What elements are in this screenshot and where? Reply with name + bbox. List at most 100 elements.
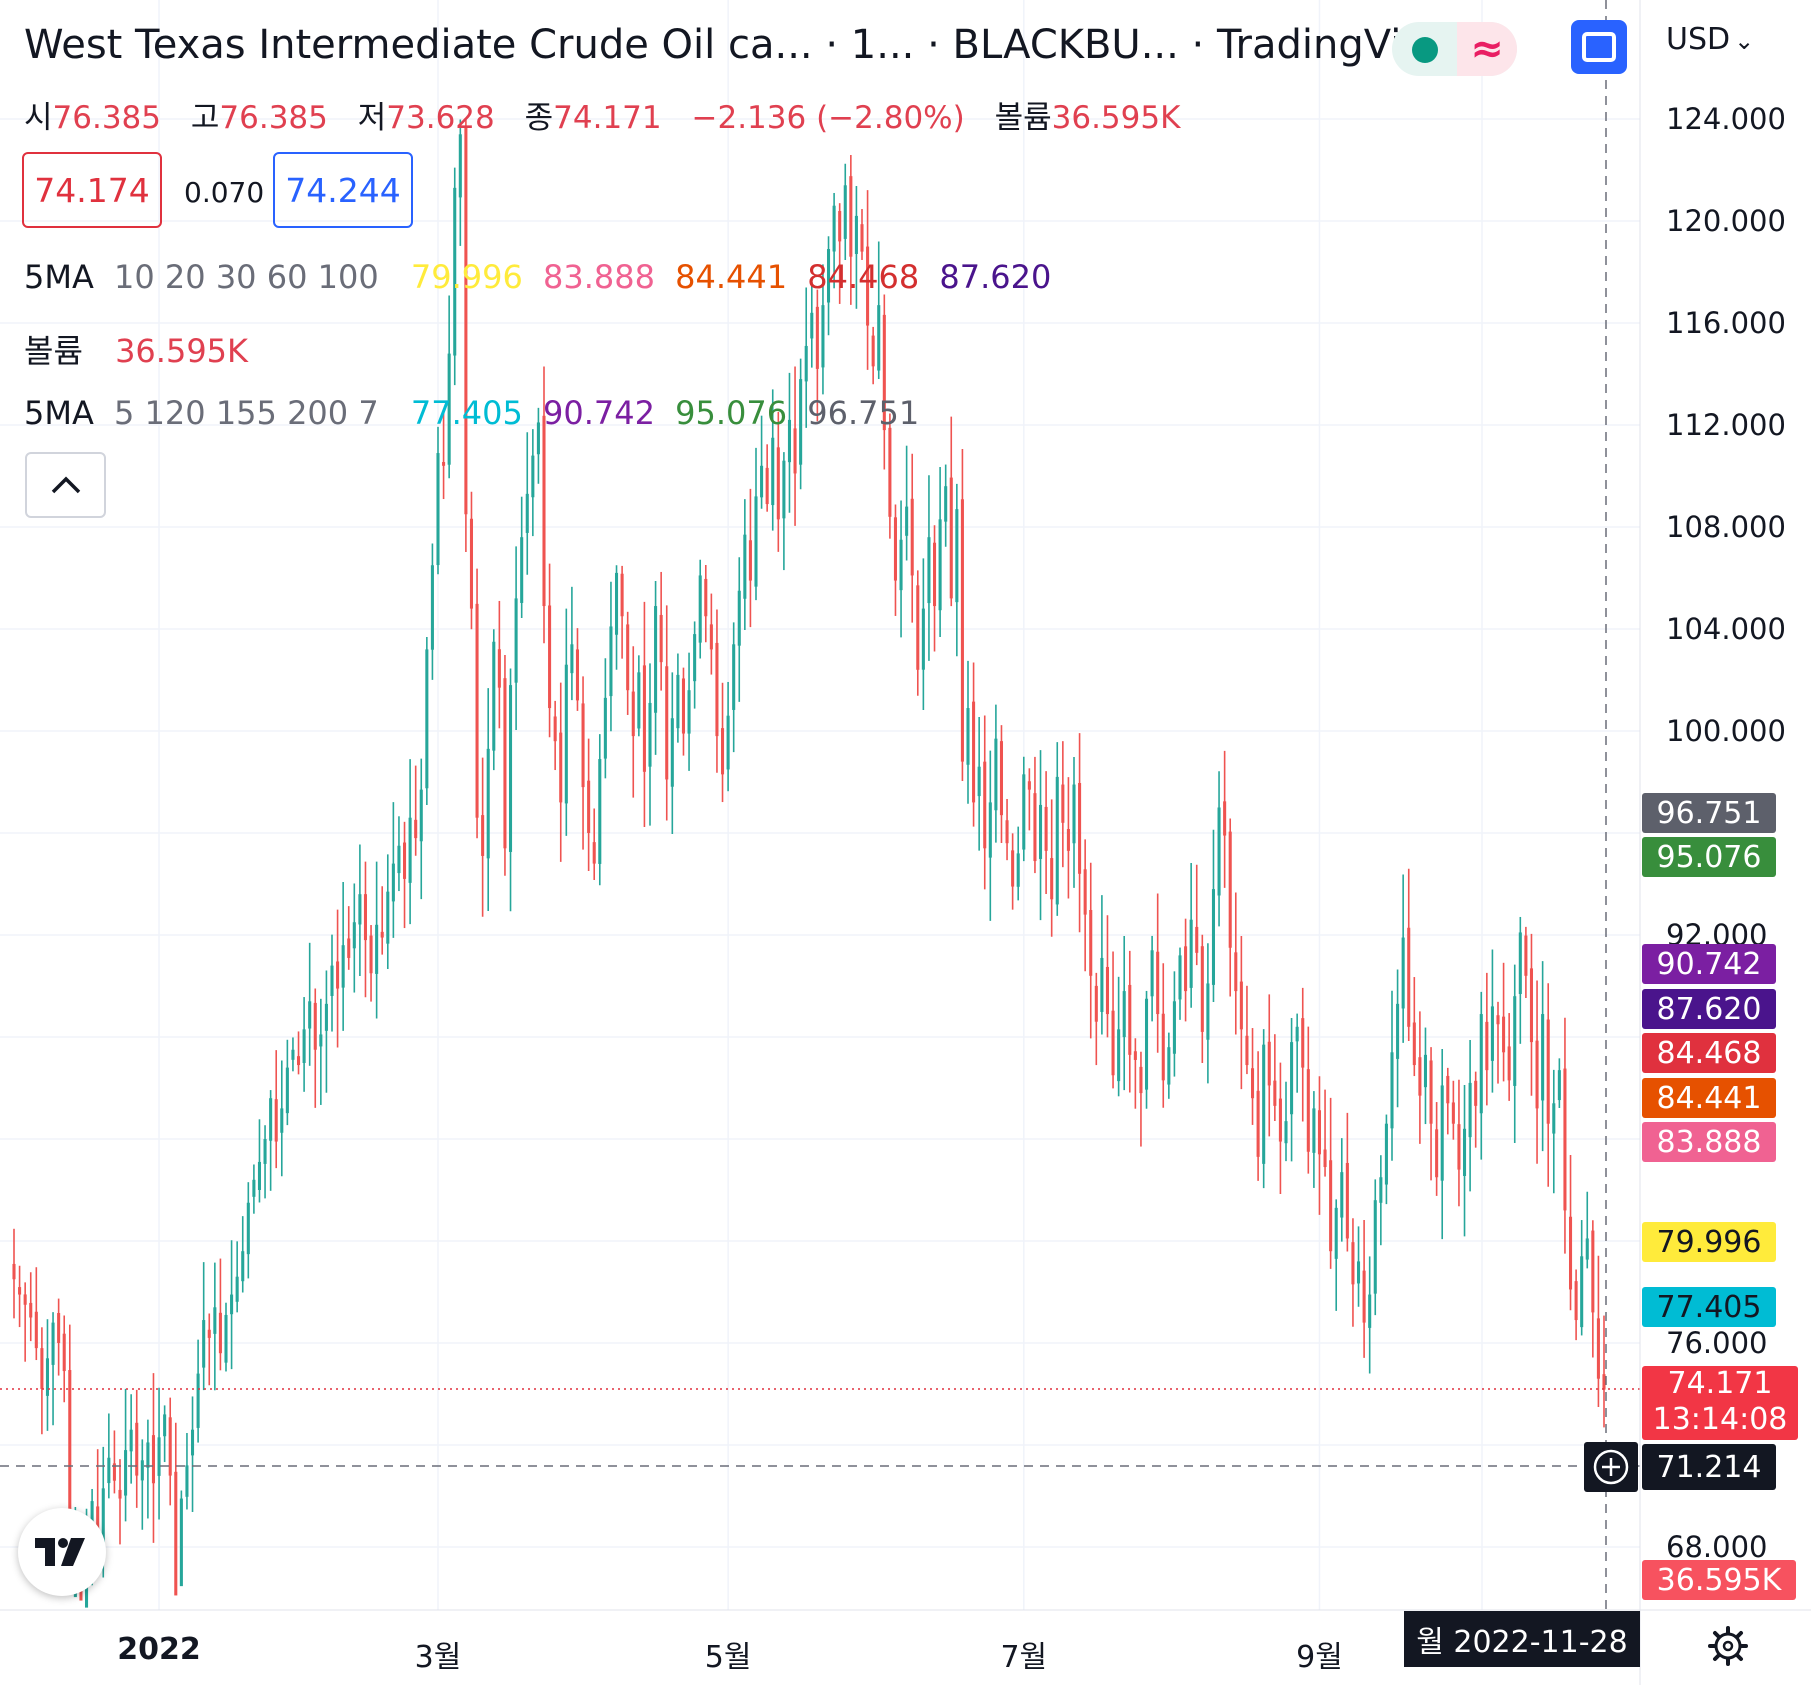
candle-body — [118, 1489, 122, 1499]
crosshair-date-label: 월 2022-11-28 — [1404, 1611, 1640, 1667]
candle-body — [821, 305, 825, 368]
ma-legend-2-value: 77.405 — [410, 394, 523, 432]
collapse-legend-button[interactable] — [25, 452, 106, 518]
candle-body — [999, 741, 1004, 816]
fullscreen-button[interactable] — [1571, 20, 1627, 74]
candle-body — [402, 842, 407, 879]
candle-body — [1133, 1051, 1137, 1060]
candle-body — [135, 1422, 139, 1476]
candle-body — [146, 1442, 150, 1468]
candle-body — [944, 486, 948, 522]
candle-body — [40, 1348, 44, 1389]
candle-body — [1479, 1014, 1483, 1114]
tradingview-logo-icon — [35, 1538, 85, 1566]
candle-body — [542, 415, 546, 607]
ma-legend-2-value: 95.076 — [675, 394, 788, 432]
candle-body — [202, 1320, 206, 1368]
ma-legend-2[interactable]: 5MA 5 120 155 200 7 77.405 90.742 95.076… — [24, 394, 929, 432]
chart-title: West Texas Intermediate Crude Oil ca... … — [24, 22, 1440, 68]
candle-body — [51, 1322, 55, 1365]
candle-body — [520, 537, 524, 603]
candle-body — [787, 419, 792, 463]
candle-body — [308, 1001, 312, 1029]
candle-body — [419, 789, 423, 842]
candle-body — [1195, 926, 1199, 953]
candle-body — [497, 649, 501, 688]
candle-body — [559, 732, 563, 803]
candle-body — [12, 1263, 16, 1280]
buy-button[interactable]: 74.244 — [273, 152, 413, 228]
candle-body — [1457, 1124, 1461, 1170]
candle-body — [988, 802, 992, 858]
candle-body — [1295, 1026, 1299, 1042]
candle-body — [676, 674, 680, 729]
candle-body — [687, 690, 691, 734]
candle-body — [157, 1437, 161, 1476]
candle-body — [363, 894, 368, 941]
time-tick: 7월 — [1000, 1640, 1048, 1675]
candle-body — [347, 938, 351, 958]
axis-badge-ma: 79.996 — [1642, 1222, 1776, 1262]
currency-selector[interactable]: USD ⌄ — [1666, 22, 1754, 57]
candle-body — [341, 945, 345, 988]
candle-body — [743, 534, 747, 599]
chart-grid — [0, 0, 1640, 1610]
candle-body — [1502, 1016, 1506, 1053]
candle-body — [481, 815, 485, 856]
time-tick: 3월 — [414, 1640, 462, 1675]
tradingview-logo[interactable] — [18, 1508, 106, 1596]
ma-legend-1-value: 84.441 — [675, 258, 788, 296]
candle-body — [1223, 801, 1227, 836]
candle-body — [1552, 1103, 1556, 1134]
price-tick: 112.000 — [1666, 408, 1786, 442]
candle-body — [1262, 1044, 1266, 1164]
change-value: −2.136 (−2.80%) — [691, 100, 965, 136]
candle-body — [1541, 1014, 1545, 1101]
low-value: 73.628 — [386, 100, 495, 136]
candle-body — [720, 728, 725, 775]
candle-body — [548, 605, 552, 709]
ma-legend-1[interactable]: 5MA 10 20 30 60 100 79.996 83.888 84.441… — [24, 258, 1061, 296]
candle-body — [765, 467, 769, 505]
candle-body — [29, 1302, 33, 1318]
candle-body — [190, 1429, 195, 1456]
volume-legend[interactable]: 볼륨 36.595K — [24, 326, 258, 372]
candle-body — [1122, 991, 1126, 1038]
chart-settings-button[interactable] — [1706, 1624, 1750, 1668]
candle-body — [1078, 783, 1082, 874]
axis-badge-ma: 96.751 — [1642, 793, 1776, 833]
candle-body — [1345, 1162, 1349, 1239]
open-label: 시 — [24, 100, 53, 136]
candle-body — [1206, 983, 1210, 1040]
candle-body — [486, 748, 490, 859]
candle-body — [464, 127, 468, 515]
axis-badge-ma: 84.468 — [1642, 1033, 1776, 1073]
candle-body — [296, 1056, 301, 1066]
candle-body — [854, 215, 858, 254]
fullscreen-icon — [1582, 32, 1616, 62]
candle-body — [436, 453, 440, 566]
candle-body — [1362, 1270, 1366, 1323]
candle-body — [525, 493, 529, 533]
candle-body — [1144, 998, 1149, 1090]
ma-legend-1-value: 87.620 — [939, 258, 1052, 296]
candle-body — [570, 644, 574, 674]
candle-body — [174, 1471, 178, 1596]
ma-legend-1-value: 83.888 — [542, 258, 655, 296]
sell-button[interactable]: 74.174 — [22, 152, 162, 228]
price-tick: 100.000 — [1666, 714, 1786, 748]
candle-body — [587, 780, 591, 833]
candle-body — [860, 224, 864, 252]
candle-body — [257, 1161, 262, 1190]
candle-body — [776, 447, 780, 520]
candle-body — [324, 1003, 328, 1031]
candle-body — [414, 819, 418, 839]
candle-body — [804, 345, 808, 382]
candle-body — [531, 455, 535, 498]
crosshair-add-button[interactable] — [1584, 1442, 1638, 1492]
candle-body — [1535, 1040, 1539, 1109]
candle-body — [1100, 957, 1104, 1012]
status-pill[interactable]: ≈ — [1392, 22, 1517, 76]
axis-badge-ma: 90.742 — [1642, 944, 1776, 984]
